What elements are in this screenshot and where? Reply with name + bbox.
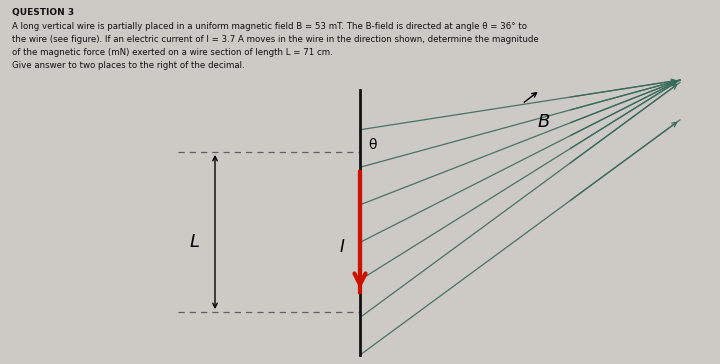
Text: B: B (538, 113, 550, 131)
Text: of the magnetic force (mN) exerted on a wire section of length L = 71 cm.: of the magnetic force (mN) exerted on a … (12, 48, 333, 57)
Text: QUESTION 3: QUESTION 3 (12, 8, 74, 17)
Text: the wire (see figure). If an electric current of I = 3.7 A moves in the wire in : the wire (see figure). If an electric cu… (12, 35, 539, 44)
Text: L: L (190, 233, 200, 251)
Text: A long vertical wire is partially placed in a uniform magnetic field B = 53 mT. : A long vertical wire is partially placed… (12, 22, 527, 31)
Text: θ: θ (368, 138, 377, 152)
Text: Give answer to two places to the right of the decimal.: Give answer to two places to the right o… (12, 61, 245, 70)
Text: I: I (340, 238, 344, 256)
